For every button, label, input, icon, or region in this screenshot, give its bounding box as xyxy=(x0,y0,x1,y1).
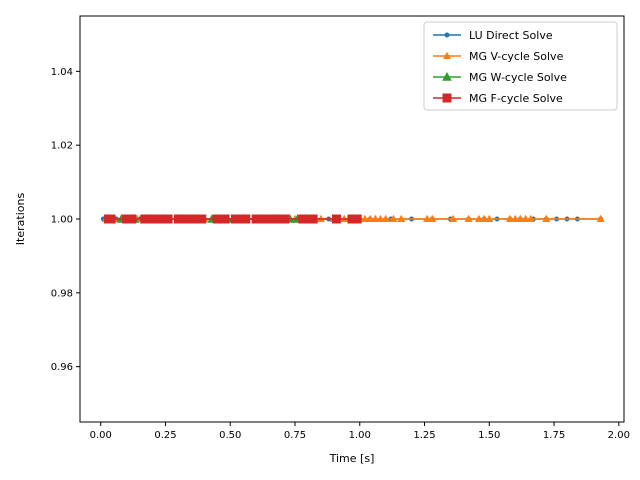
legend-entry-0: LU Direct Solve xyxy=(433,29,553,42)
data-point xyxy=(423,214,432,223)
data-point xyxy=(542,214,551,223)
y-tick-label: 1.02 xyxy=(51,141,73,152)
data-point xyxy=(106,214,116,224)
x-tick-label: 0.00 xyxy=(90,430,112,441)
data-point xyxy=(220,214,230,224)
x-tick-label: 1.25 xyxy=(413,430,435,441)
y-tick-label: 1.00 xyxy=(51,215,73,226)
data-point xyxy=(521,214,530,223)
data-point xyxy=(366,214,375,223)
data-point xyxy=(186,214,196,224)
x-axis-label: Time [s] xyxy=(329,452,375,465)
legend-label: MG F-cycle Solve xyxy=(469,92,563,105)
data-point xyxy=(371,214,380,223)
data-point xyxy=(511,214,520,223)
data-point xyxy=(428,214,437,223)
data-point xyxy=(474,214,483,223)
legend-entry-2: MG W-cycle Solve xyxy=(433,71,567,84)
data-point xyxy=(505,214,515,223)
legend-entry-3: MG F-cycle Solve xyxy=(433,92,563,105)
x-tick-label: 1.50 xyxy=(478,430,500,441)
legend-marker xyxy=(442,93,452,103)
x-axis: 0.00 0.25 0.50 0.75 1.00 1.25 1.50 1.75 2.00 xyxy=(90,422,630,441)
data-point xyxy=(127,214,137,224)
y-axis: 0.96 0.98 1.00 1.02 1.04 xyxy=(51,67,80,373)
data-point xyxy=(241,214,251,224)
data-point xyxy=(163,214,173,224)
legend-entry-1: MG V-cycle Solve xyxy=(433,50,564,63)
legend-label: MG V-cycle Solve xyxy=(469,50,564,63)
x-tick-label: 1.00 xyxy=(349,430,371,441)
data-point xyxy=(526,214,535,223)
legend-label: MG W-cycle Solve xyxy=(469,71,567,84)
series-3 xyxy=(103,214,362,224)
x-tick-label: 2.00 xyxy=(608,430,630,441)
data-point xyxy=(381,214,390,223)
y-tick-label: 0.96 xyxy=(51,362,73,373)
data-point xyxy=(376,214,385,223)
legend-marker xyxy=(442,71,452,81)
x-tick-label: 0.50 xyxy=(219,430,241,441)
data-point xyxy=(464,214,473,223)
data-point xyxy=(448,214,458,223)
data-point xyxy=(360,214,370,223)
y-tick-label: 1.04 xyxy=(51,67,73,78)
data-point xyxy=(516,214,525,223)
data-point xyxy=(389,214,398,223)
x-tick-label: 0.75 xyxy=(284,430,306,441)
legend-label: LU Direct Solve xyxy=(469,29,553,42)
x-tick-label: 0.25 xyxy=(154,430,176,441)
data-point xyxy=(331,214,341,224)
data-point xyxy=(397,214,406,223)
series-layer xyxy=(100,213,605,224)
data-point xyxy=(280,214,290,224)
data-point xyxy=(596,214,605,223)
y-tick-label: 0.98 xyxy=(51,288,73,299)
data-point xyxy=(352,214,362,224)
data-point xyxy=(308,214,318,224)
legend-box xyxy=(423,21,618,111)
data-point xyxy=(197,214,207,224)
legend: LU Direct Solve MG V-cycle Solve MG W-cycl… xyxy=(423,21,618,111)
data-point xyxy=(480,214,489,223)
x-tick-label: 1.75 xyxy=(543,430,565,441)
data-point xyxy=(485,214,494,223)
legend-marker xyxy=(444,32,450,38)
y-axis-label: Iterations xyxy=(14,193,27,246)
legend-marker xyxy=(442,51,452,60)
